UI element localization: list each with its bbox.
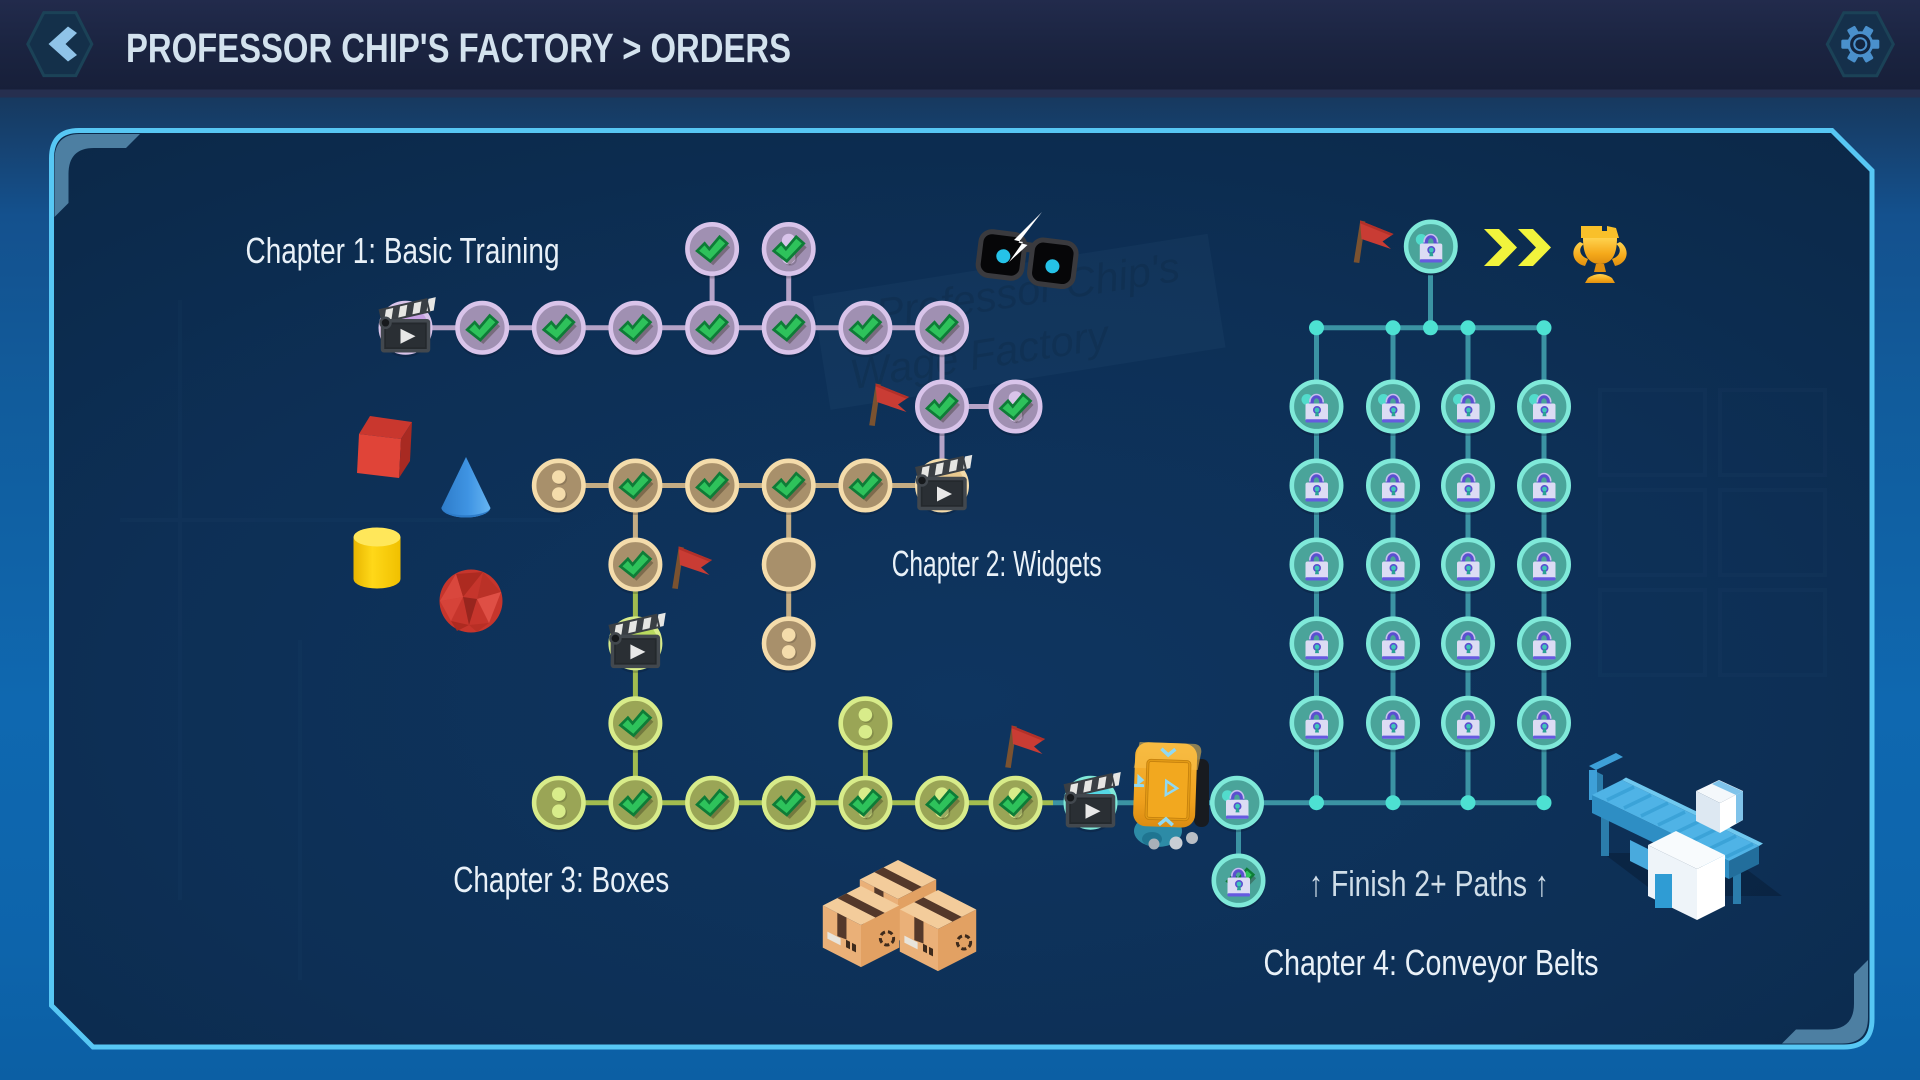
svg-text:PROFESSOR CHIP'S FACTORY > ORD: PROFESSOR CHIP'S FACTORY > ORDERS [126,25,791,71]
svg-text:↑ Finish 2+ Paths ↑: ↑ Finish 2+ Paths ↑ [1309,863,1549,904]
svg-text:Chapter 1: Basic Training: Chapter 1: Basic Training [246,230,560,271]
svg-text:Chapter 3: Boxes: Chapter 3: Boxes [453,859,669,900]
svg-text:Chapter 4: Conveyor Belts: Chapter 4: Conveyor Belts [1264,942,1599,983]
svg-text:Chapter 2: Widgets: Chapter 2: Widgets [892,543,1102,584]
